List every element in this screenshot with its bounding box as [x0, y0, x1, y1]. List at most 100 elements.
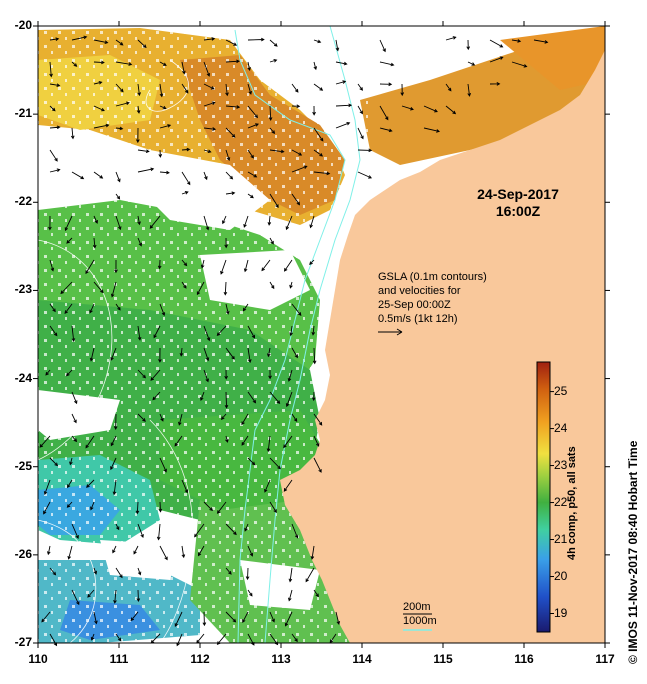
scale-label-1000m: 1000m	[403, 615, 437, 627]
y-tick-label: -21	[14, 106, 32, 121]
velocity-arrow	[41, 611, 51, 623]
velocity-arrow	[247, 325, 256, 339]
velocity-arrow	[225, 171, 234, 180]
velocity-arrow	[49, 457, 59, 467]
y-tick-label: -25	[14, 458, 32, 473]
velocity-arrow	[222, 215, 227, 225]
velocity-arrow	[283, 435, 293, 449]
velocity-arrow	[64, 215, 73, 232]
velocity-arrow	[115, 126, 124, 131]
velocity-arrow	[71, 171, 85, 180]
velocity-arrow	[357, 171, 373, 179]
x-tick-label: 116	[514, 652, 534, 666]
y-tick-label: -27	[14, 635, 32, 649]
velocity-arrow	[159, 61, 167, 66]
velocity-arrow	[291, 303, 302, 316]
velocity-arrow	[137, 413, 146, 422]
velocity-arrow	[49, 325, 58, 337]
velocity-arrow	[357, 148, 373, 153]
x-tick-label: 112	[190, 652, 210, 666]
velocity-arrow	[71, 413, 77, 424]
velocity-arrow	[291, 165, 308, 173]
x-tick-label: 113	[271, 652, 291, 666]
velocity-arrow	[220, 413, 227, 420]
velocity-arrow	[89, 347, 95, 362]
velocity-arrow	[511, 61, 528, 68]
y-tick-label: -24	[14, 370, 32, 385]
velocity-arrow	[291, 523, 299, 539]
velocity-arrow	[130, 611, 139, 622]
gsla-legend: GSLA (0.1m contours) and velocities for …	[378, 270, 487, 326]
velocity-arrow	[247, 193, 254, 199]
velocity-arrow	[115, 61, 133, 66]
x-tick-label: 111	[109, 652, 129, 666]
velocity-arrow	[245, 567, 250, 581]
velocity-arrow	[283, 259, 293, 272]
velocity-arrow	[291, 83, 299, 93]
velocity-arrow	[203, 83, 215, 90]
velocity-arrow	[225, 611, 237, 623]
velocity-arrow	[110, 347, 117, 361]
velocity-arrow	[313, 149, 324, 157]
velocity-arrow	[60, 281, 73, 295]
velocity-arrow	[379, 82, 393, 87]
velocity-arrow	[400, 83, 405, 97]
velocity-arrow	[137, 567, 142, 576]
velocity-arrow	[220, 259, 227, 275]
velocity-arrow	[225, 303, 230, 315]
velocity-arrow	[49, 105, 56, 112]
velocity-arrow	[203, 101, 216, 107]
velocity-arrow	[267, 215, 272, 226]
gsla-contours	[37, 59, 193, 644]
velocity-arrow	[533, 39, 549, 44]
velocity-arrow	[92, 237, 97, 249]
x-tick-label: 117	[595, 652, 615, 666]
velocity-arrow	[379, 61, 395, 67]
velocity-arrow	[113, 589, 117, 604]
velocity-arrow	[445, 83, 452, 92]
velocity-arrow	[66, 237, 73, 244]
velocity-arrow	[43, 479, 51, 496]
velocity-arrow	[137, 39, 147, 49]
colorbar-tick-label: 21	[554, 531, 568, 546]
velocity-arrow	[225, 127, 236, 138]
velocity-arrow	[115, 101, 130, 107]
velocity-arrow	[113, 413, 118, 430]
colorbar	[536, 361, 551, 633]
velocity-arrow	[305, 567, 315, 583]
velocity-arrow	[149, 215, 161, 229]
velocity-arrow	[312, 347, 317, 365]
velocity-arrow	[266, 435, 271, 453]
velocity-arrow	[150, 369, 161, 381]
velocity-arrow	[269, 501, 277, 514]
velocity-arrow	[243, 215, 249, 228]
velocity-arrow	[112, 545, 117, 554]
velocity-arrow	[247, 123, 260, 129]
velocity-arrow	[269, 193, 279, 208]
land-mass	[280, 26, 605, 643]
velocity-arrow	[291, 149, 303, 156]
velocity-arrow	[49, 149, 58, 162]
velocity-arrow	[112, 479, 117, 496]
velocity-arrow	[156, 523, 161, 541]
velocity-arrow	[137, 149, 150, 154]
velocity-arrow	[71, 35, 88, 41]
velocity-arrow	[115, 215, 122, 231]
velocity-arrow	[158, 149, 163, 158]
velocity-arrow	[153, 325, 161, 339]
x-tick-label: 114	[352, 652, 372, 666]
velocity-arrow	[137, 215, 141, 226]
velocity-arrow	[247, 347, 252, 363]
velocity-arrow	[242, 611, 249, 623]
velocity-arrow	[423, 105, 438, 113]
velocity-arrow	[66, 501, 73, 508]
velocity-arrow	[86, 479, 95, 488]
velocity-arrow	[216, 501, 227, 514]
velocity-arrow	[157, 259, 162, 270]
velocity-arrow	[264, 479, 271, 493]
velocity-arrow	[181, 479, 189, 494]
velocity-arrow	[65, 369, 73, 377]
velocity-arrow	[313, 61, 318, 71]
velocity-arrow	[269, 39, 278, 47]
velocity-arrow	[379, 105, 389, 121]
